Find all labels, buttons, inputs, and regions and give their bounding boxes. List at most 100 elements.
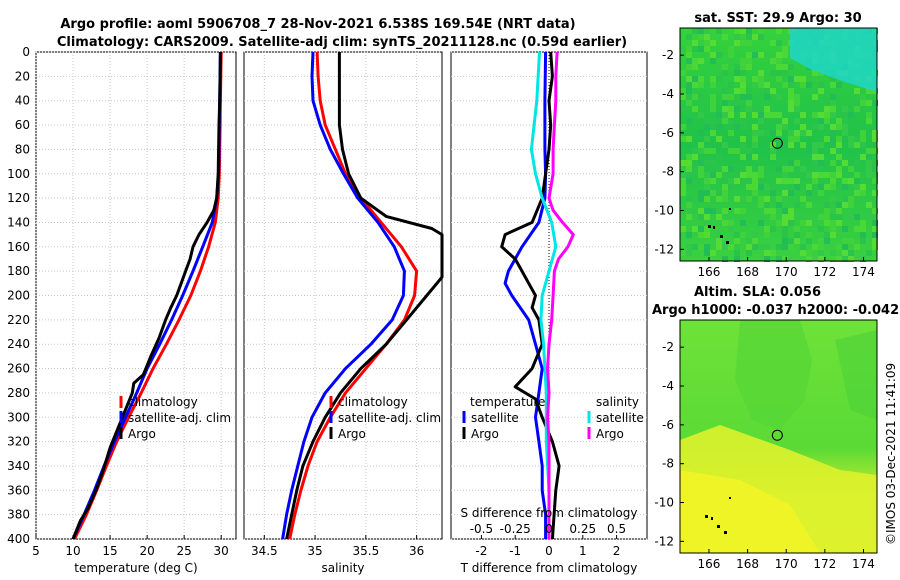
sst-cell [842, 202, 848, 208]
sst-cell [680, 160, 686, 166]
sst-cell [680, 94, 686, 100]
y-tick-label: 400 [7, 532, 30, 546]
sst-cell [782, 46, 788, 52]
sst-cell [800, 220, 806, 226]
sst-cell [734, 250, 740, 256]
sst-cell [788, 238, 794, 244]
sst-cell [764, 112, 770, 118]
sst-cell [788, 94, 794, 100]
x-tick-label: -1 [509, 544, 521, 558]
sst-cell [704, 178, 710, 184]
series-line-satellite-adj-clim [281, 51, 406, 540]
sst-cell [686, 76, 692, 82]
sst-cell [746, 184, 752, 190]
sst-cell [686, 178, 692, 184]
sst-cell [698, 244, 704, 250]
sst-cell [764, 82, 770, 88]
sst-cell [746, 58, 752, 64]
sst-cell [842, 118, 848, 124]
sst-cell [704, 40, 710, 46]
sst-cell [722, 220, 728, 226]
sst-cell [806, 190, 812, 196]
sst-cell [842, 160, 848, 166]
sst-cell [788, 88, 794, 94]
difference-panel: -2 -1 0 1 2 -0.5 -0.25 0 0.25 0.5 S difference f… [450, 51, 648, 575]
sst-cell [776, 244, 782, 250]
sst-cell [818, 190, 824, 196]
sst-cell [860, 130, 866, 136]
sst-cell [830, 94, 836, 100]
sst-cell [758, 220, 764, 226]
sst-cell [704, 160, 710, 166]
sst-cell [830, 130, 836, 136]
sst-cell [848, 136, 854, 142]
sst-cell [686, 154, 692, 160]
sst-cell [740, 178, 746, 184]
sst-cell [680, 184, 686, 190]
sla-map-panel: Altim. SLA: 0.056 Argo h1000: -0.037 h20… [652, 285, 899, 571]
sst-cell [794, 94, 800, 100]
sst-cell [734, 238, 740, 244]
sst-cell [836, 208, 842, 214]
sst-cell [704, 196, 710, 202]
x-tick-label: 10 [65, 544, 80, 558]
sla-map-frame [679, 319, 878, 554]
sst-cell [764, 244, 770, 250]
sst-cell [746, 52, 752, 58]
sst-cell [824, 118, 830, 124]
sst-cell [746, 172, 752, 178]
sst-cell [812, 142, 818, 148]
map-x-tick-label: 168 [736, 557, 759, 571]
sst-cell [794, 184, 800, 190]
sst-cell [788, 106, 794, 112]
sst-map-panel: sat. SST: 29.9 Argo: 30 166 168 170 172 174 … [654, 11, 878, 279]
y-tick-label: 40 [15, 94, 30, 108]
difference-series [500, 51, 575, 540]
legend-label-temp-argo: Argo [471, 427, 499, 441]
sst-cell [740, 196, 746, 202]
x-tick-label: 1 [579, 544, 587, 558]
sst-cell [686, 58, 692, 64]
sst-cell [752, 232, 758, 238]
sst-cell [818, 244, 824, 250]
sst-cell [764, 196, 770, 202]
sst-cell [782, 166, 788, 172]
sst-cell [824, 112, 830, 118]
legend-label-argo: Argo [338, 427, 366, 441]
sst-cell [830, 142, 836, 148]
sst-cell [782, 118, 788, 124]
sst-cell [740, 88, 746, 94]
sst-cell [722, 142, 728, 148]
sst-cell [800, 112, 806, 118]
sst-cell [722, 184, 728, 190]
sst-cell [812, 76, 818, 82]
sla-yellow-core [680, 470, 820, 553]
sst-cell [710, 100, 716, 106]
legend-label-climatology: climatology [128, 395, 198, 409]
sst-cell [734, 40, 740, 46]
sst-cell [758, 196, 764, 202]
sst-cell [818, 250, 824, 256]
sst-cell [860, 100, 866, 106]
y-tick-label: 200 [7, 289, 30, 303]
sst-cell [818, 118, 824, 124]
sst-cell [710, 94, 716, 100]
y-tick-label: 260 [7, 362, 30, 376]
sst-cell [740, 208, 746, 214]
sla-map-title-line1: Altim. SLA: 0.056 [694, 285, 821, 300]
sla-map-title-line2: Argo h1000: -0.037 h2000: -0.042 [652, 303, 899, 318]
sst-cell [824, 172, 830, 178]
sst-cell [758, 28, 764, 34]
sst-cell [860, 190, 866, 196]
sst-cell [740, 112, 746, 118]
sst-cell [752, 82, 758, 88]
sst-cell [680, 172, 686, 178]
map-y-tick-label: -10 [654, 496, 674, 510]
y-tick-label: 80 [15, 142, 30, 156]
sst-cell [776, 166, 782, 172]
sst-cell [806, 184, 812, 190]
sst-cell [698, 112, 704, 118]
sst-cell [722, 94, 728, 100]
sst-cell [812, 124, 818, 130]
sst-cell [710, 208, 716, 214]
